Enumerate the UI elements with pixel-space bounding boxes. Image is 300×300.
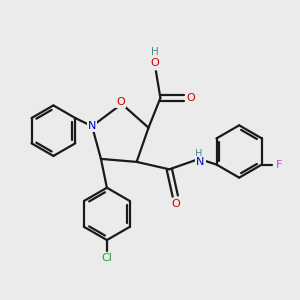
Text: F: F (276, 160, 282, 170)
Text: N: N (88, 121, 96, 131)
Text: O: O (186, 93, 195, 103)
Text: N: N (196, 157, 205, 167)
Text: O: O (172, 200, 180, 209)
Text: H: H (195, 149, 203, 160)
Text: Cl: Cl (101, 254, 112, 263)
Text: H: H (151, 47, 158, 57)
Text: O: O (116, 98, 125, 107)
Text: O: O (150, 58, 159, 68)
